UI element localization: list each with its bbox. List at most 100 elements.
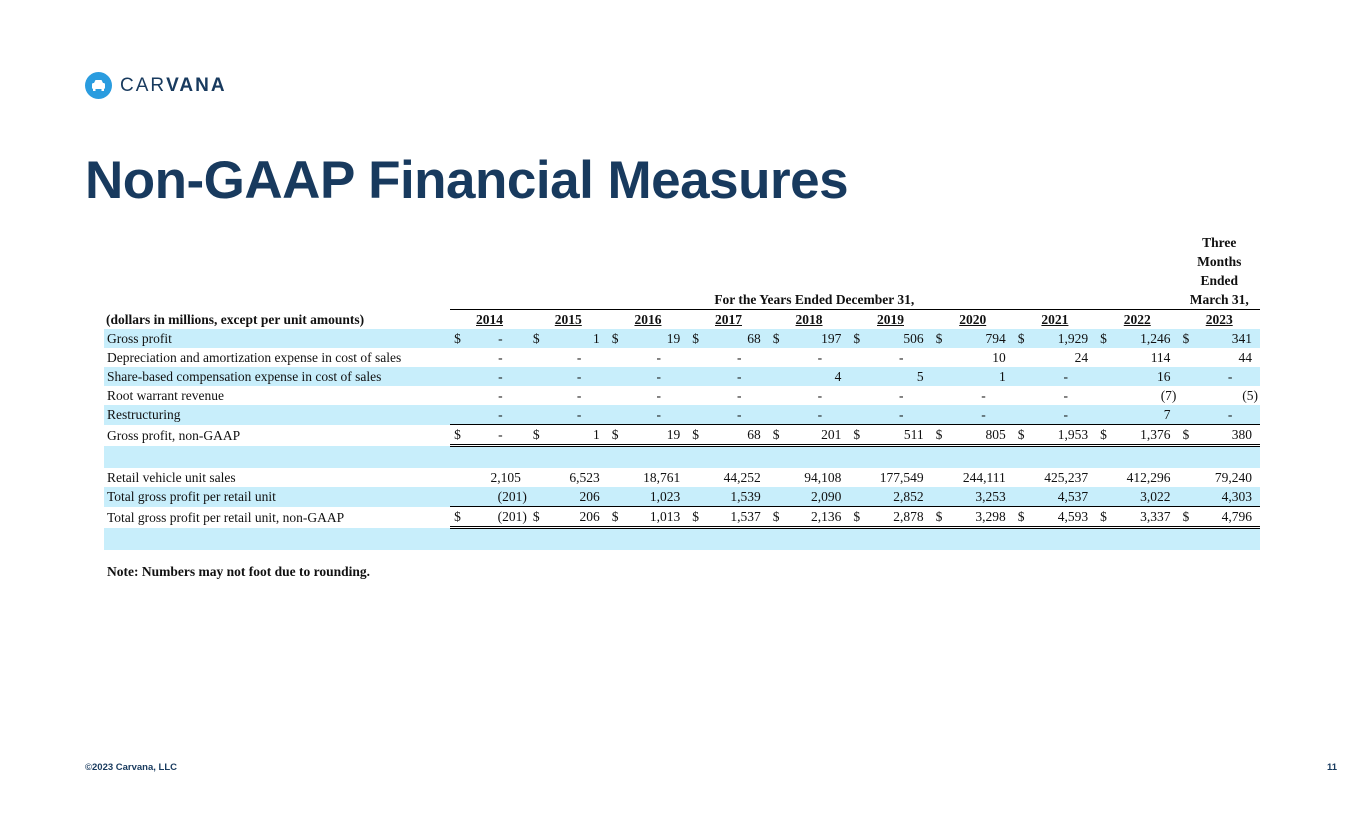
- currency: [1096, 405, 1116, 425]
- period-header: For the Years Ended December 31,: [450, 290, 1179, 310]
- column-cell: 2019: [849, 310, 931, 330]
- currency: [529, 348, 549, 367]
- header-row: Ended: [104, 271, 1260, 290]
- cell-value: -: [548, 367, 608, 386]
- interim-header: March 31,: [1178, 290, 1260, 310]
- cell-value: 7: [1115, 405, 1179, 425]
- column-year: 2022: [1123, 312, 1151, 327]
- cell-value: 16: [1115, 367, 1179, 386]
- cell-value: 1,246: [1115, 329, 1179, 348]
- header-row: Three: [104, 233, 1260, 252]
- column-year: 2015: [554, 312, 582, 327]
- currency: $: [768, 506, 789, 529]
- column-cell: 2016: [608, 310, 689, 330]
- table-row: Total gross profit per retail unit (201) 2…: [104, 487, 1260, 507]
- currency: [528, 367, 549, 386]
- cell-value: 4,796: [1198, 506, 1260, 529]
- cell-value: 1,537: [707, 506, 769, 529]
- cell-value: 114: [1150, 350, 1171, 365]
- table-row: Gross profit, non-GAAP $ - $1 $19 $68 $201 $511…: [104, 424, 1260, 447]
- currency: [450, 386, 470, 405]
- table-note: Note: Numbers may not foot due to roundi…: [107, 564, 371, 579]
- column-cell: 2015: [529, 310, 608, 330]
- currency: [932, 468, 952, 487]
- currency: [1096, 468, 1116, 487]
- currency: $: [607, 506, 628, 529]
- currency: $: [688, 424, 708, 447]
- cell-value: -: [498, 350, 503, 365]
- cell-value: 341: [1198, 329, 1260, 348]
- cell-value: -: [469, 424, 529, 447]
- currency: [931, 405, 952, 425]
- cell-value: -: [981, 388, 986, 403]
- blank: [104, 527, 1260, 550]
- cell-value: -: [548, 405, 608, 425]
- currency: [1178, 348, 1198, 367]
- logo: CARVANA: [85, 72, 227, 99]
- cell-value: 19: [627, 424, 689, 447]
- cell-value: -: [868, 405, 932, 425]
- cell-value: -: [899, 388, 904, 403]
- cell-value: 10: [992, 350, 1006, 365]
- logo-light: CAR: [120, 74, 167, 96]
- cell-value: 506: [868, 329, 932, 348]
- cell-value: -: [656, 388, 661, 403]
- currency: [688, 367, 708, 386]
- cell-value: 2,105: [490, 470, 521, 485]
- table-row: Share-based compensation expense in cost…: [104, 367, 1260, 386]
- currency: $: [849, 506, 869, 529]
- currency: $: [849, 424, 869, 447]
- blank: [104, 233, 1178, 252]
- currency: [608, 348, 628, 367]
- column-year: 2021: [1041, 312, 1069, 327]
- currency: [529, 386, 549, 405]
- currency: [450, 405, 470, 425]
- column-year: 2020: [959, 312, 987, 327]
- currency: [1014, 386, 1034, 405]
- currency: [849, 487, 869, 507]
- column-year: 2018: [795, 312, 823, 327]
- cell-value: -: [817, 350, 823, 365]
- currency: [768, 487, 789, 507]
- logo-icon: [85, 72, 112, 99]
- cell-value: 4,593: [1033, 506, 1097, 529]
- currency: [931, 367, 952, 386]
- cell-value: 24: [1074, 350, 1089, 365]
- cell-value: 206: [548, 487, 608, 507]
- column-cell: 2020: [932, 310, 1014, 330]
- cell-value: 1,953: [1033, 424, 1097, 447]
- cell-value: 4,303: [1198, 487, 1260, 507]
- currency: [607, 367, 628, 386]
- currency: [450, 348, 470, 367]
- table-row: Total gross profit per retail unit, non-…: [104, 506, 1260, 529]
- currency: [529, 468, 549, 487]
- currency: [769, 386, 789, 405]
- cell-value: -: [576, 350, 582, 365]
- cell-value: 5: [868, 367, 932, 386]
- copyright: ©2023 Carvana, LLC: [85, 762, 178, 773]
- cell-value: 794: [951, 329, 1014, 348]
- currency: [1014, 348, 1034, 367]
- table-row: Gross profit $ - $1 $19 $68 $197 $506 $794 $1,929…: [104, 329, 1260, 348]
- currency: [768, 405, 789, 425]
- cell-value: 1: [548, 424, 608, 447]
- currency: [849, 386, 869, 405]
- cell-value: 4,537: [1033, 487, 1097, 507]
- cell-value: -: [469, 329, 529, 348]
- spacer-row: [104, 445, 1260, 468]
- row-label: Gross profit: [104, 329, 451, 348]
- cell-value: -: [951, 405, 1014, 425]
- currency: [1178, 405, 1199, 425]
- cell-value: 6,523: [569, 470, 600, 485]
- table-row: Depreciation and amortization expense in…: [104, 348, 1260, 367]
- cell-value: 18,761: [643, 470, 681, 485]
- column-cell: 2017: [688, 310, 769, 330]
- cell-value: -: [627, 405, 689, 425]
- cell-value: 44: [1238, 350, 1253, 365]
- cell-value: -: [899, 350, 904, 365]
- currency: [768, 367, 789, 386]
- currency: [1096, 386, 1116, 405]
- header-row: Months: [104, 252, 1260, 271]
- page-number: 11: [1326, 762, 1337, 773]
